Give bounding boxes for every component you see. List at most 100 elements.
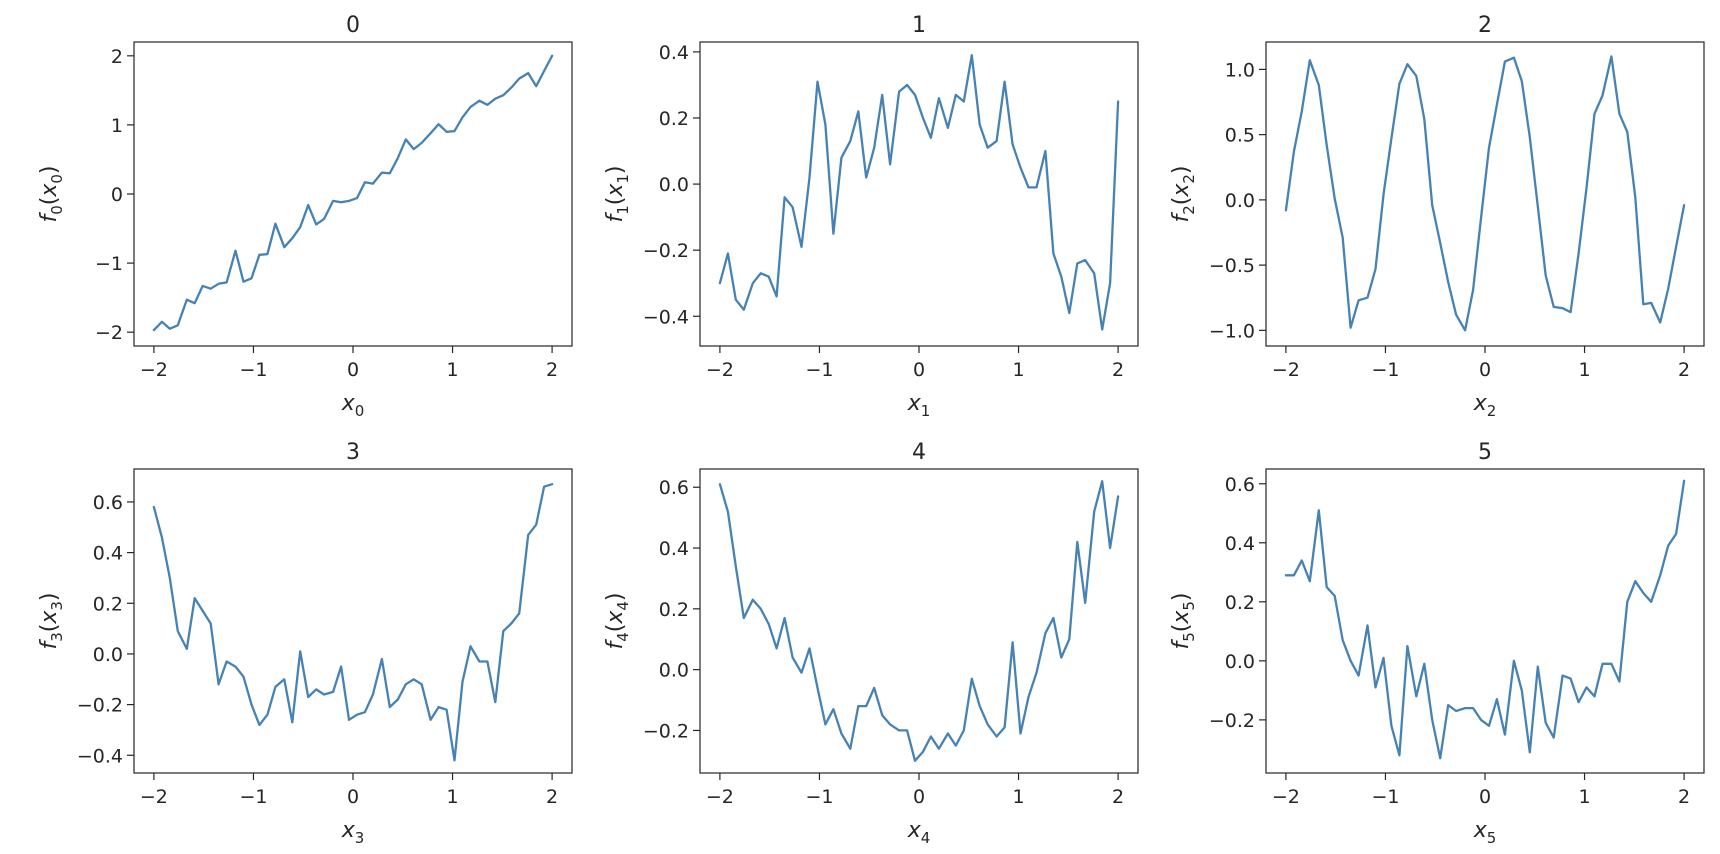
y-axis-label-func-sub-0: 0 <box>48 205 66 215</box>
x-tick-label-4-4: 2 <box>1112 786 1124 808</box>
y-tick-label-1-4: 0.4 <box>659 42 689 64</box>
x-tick-label-0-0: −2 <box>140 359 168 381</box>
x-tick-label-1-3: 1 <box>1012 359 1024 381</box>
y-axis-label-close-paren-2: ) <box>1169 165 1194 174</box>
y-tick-label-5-0: −0.2 <box>1209 710 1255 732</box>
y-axis-label-func-4: f <box>603 639 628 650</box>
x-axis-label-2: x2 <box>1473 391 1497 420</box>
x-axis-label-4: x4 <box>907 818 931 847</box>
axes-frame-3 <box>133 468 573 774</box>
y-tick-label-2-3: 0.5 <box>1225 125 1255 147</box>
x-tick-label-4-1: −1 <box>805 786 833 808</box>
y-axis-label-5: f5(x5) <box>1169 592 1198 649</box>
x-tick-label-5-0: −2 <box>1272 786 1300 808</box>
y-axis-label-func-0: f <box>37 212 62 223</box>
y-axis-label-open-paren-1: ( <box>603 197 628 206</box>
series-line-2 <box>1284 55 1686 332</box>
x-axis-label-sub-1: 1 <box>921 402 931 420</box>
y-axis-label-arg-0: x <box>37 183 62 198</box>
x-axis-label-sub-5: 5 <box>1487 829 1497 847</box>
y-tick-label-2-0: −1.0 <box>1209 320 1255 342</box>
y-tick-label-3-1: −0.2 <box>77 695 123 717</box>
x-axis-label-sub-2: 2 <box>1487 402 1497 420</box>
axes-frame-4 <box>699 468 1139 774</box>
y-tick-label-1-0: −0.4 <box>643 306 689 328</box>
y-tick-label-5-4: 0.6 <box>1225 474 1255 496</box>
x-tick-label-1-2: 0 <box>913 359 925 381</box>
x-tick-label-2-4: 2 <box>1678 359 1690 381</box>
y-axis-label-func-sub-2: 2 <box>1180 205 1198 215</box>
y-tick-label-3-5: 0.6 <box>93 492 123 514</box>
y-axis-label-2: f2(x2) <box>1169 165 1198 222</box>
y-tick-label-0-3: 1 <box>111 115 123 137</box>
y-axis-label-open-paren-0: ( <box>37 197 62 206</box>
y-axis-label-open-paren-5: ( <box>1169 624 1194 633</box>
x-axis-label-base-3: x <box>341 818 356 843</box>
x-tick-label-2-1: −1 <box>1371 359 1399 381</box>
y-axis-label-3: f3(x3) <box>37 592 66 649</box>
axes-frame-5 <box>1265 468 1705 774</box>
y-axis-label-func-sub-5: 5 <box>1180 632 1198 642</box>
y-axis-label-open-paren-2: ( <box>1169 197 1194 206</box>
y-tick-label-1-2: 0.0 <box>659 174 689 196</box>
x-tick-label-5-4: 2 <box>1678 786 1690 808</box>
y-axis-label-close-paren-5: ) <box>1169 592 1194 601</box>
y-tick-label-0-1: −1 <box>95 253 123 275</box>
y-axis-label-arg-1: x <box>603 183 628 198</box>
y-axis-label-arg-sub-5: 5 <box>1180 601 1198 611</box>
y-tick-label-3-2: 0.0 <box>93 644 123 666</box>
x-tick-label-5-1: −1 <box>1371 786 1399 808</box>
x-tick-label-1-0: −2 <box>706 359 734 381</box>
y-axis-label-func-sub-4: 4 <box>614 632 632 642</box>
y-tick-label-4-0: −0.2 <box>643 720 689 742</box>
y-axis-label-open-paren-3: ( <box>37 624 62 633</box>
x-axis-label-base-5: x <box>1473 818 1488 843</box>
x-tick-label-2-2: 0 <box>1479 359 1491 381</box>
y-axis-label-arg-sub-3: 3 <box>48 601 66 611</box>
y-tick-label-3-0: −0.4 <box>77 745 123 767</box>
y-tick-label-4-3: 0.4 <box>659 538 689 560</box>
y-axis-label-func-sub-1: 1 <box>614 205 632 215</box>
x-axis-label-base-1: x <box>907 391 922 416</box>
y-tick-label-2-1: −0.5 <box>1209 255 1255 277</box>
y-axis-label-arg-sub-4: 4 <box>614 601 632 611</box>
series-line-3 <box>152 483 554 762</box>
x-tick-label-3-3: 1 <box>446 786 458 808</box>
y-axis-label-close-paren-3: ) <box>37 592 62 601</box>
x-tick-label-5-3: 1 <box>1578 786 1590 808</box>
y-axis-label-open-paren-4: ( <box>603 624 628 633</box>
x-axis-label-base-2: x <box>1473 391 1488 416</box>
subplot-title-2: 2 <box>1478 13 1492 38</box>
y-axis-label-func-3: f <box>37 639 62 650</box>
subplot-title-4: 4 <box>912 440 926 465</box>
y-axis-label-arg-sub-2: 2 <box>1180 174 1198 184</box>
x-tick-label-3-0: −2 <box>140 786 168 808</box>
x-axis-label-sub-3: 3 <box>355 829 365 847</box>
x-axis-label-0: x0 <box>341 391 365 420</box>
subplot-title-0: 0 <box>346 13 360 38</box>
y-axis-label-func-1: f <box>603 212 628 223</box>
x-axis-label-5: x5 <box>1473 818 1497 847</box>
series-line-0 <box>152 54 554 332</box>
x-tick-label-0-3: 1 <box>446 359 458 381</box>
series-line-1 <box>718 54 1120 331</box>
x-tick-label-1-1: −1 <box>805 359 833 381</box>
y-tick-label-4-2: 0.2 <box>659 599 689 621</box>
subplot-title-3: 3 <box>346 440 360 465</box>
y-tick-label-3-4: 0.4 <box>93 543 123 565</box>
x-tick-label-0-2: 0 <box>347 359 359 381</box>
x-tick-label-4-2: 0 <box>913 786 925 808</box>
y-tick-label-0-2: 0 <box>111 184 123 206</box>
x-axis-label-1: x1 <box>907 391 931 420</box>
y-tick-label-2-2: 0.0 <box>1225 190 1255 212</box>
y-tick-label-1-3: 0.2 <box>659 108 689 130</box>
x-axis-label-base-0: x <box>341 391 356 416</box>
x-tick-label-0-4: 2 <box>546 359 558 381</box>
y-axis-label-arg-5: x <box>1169 610 1194 625</box>
y-tick-label-5-1: 0.0 <box>1225 651 1255 673</box>
